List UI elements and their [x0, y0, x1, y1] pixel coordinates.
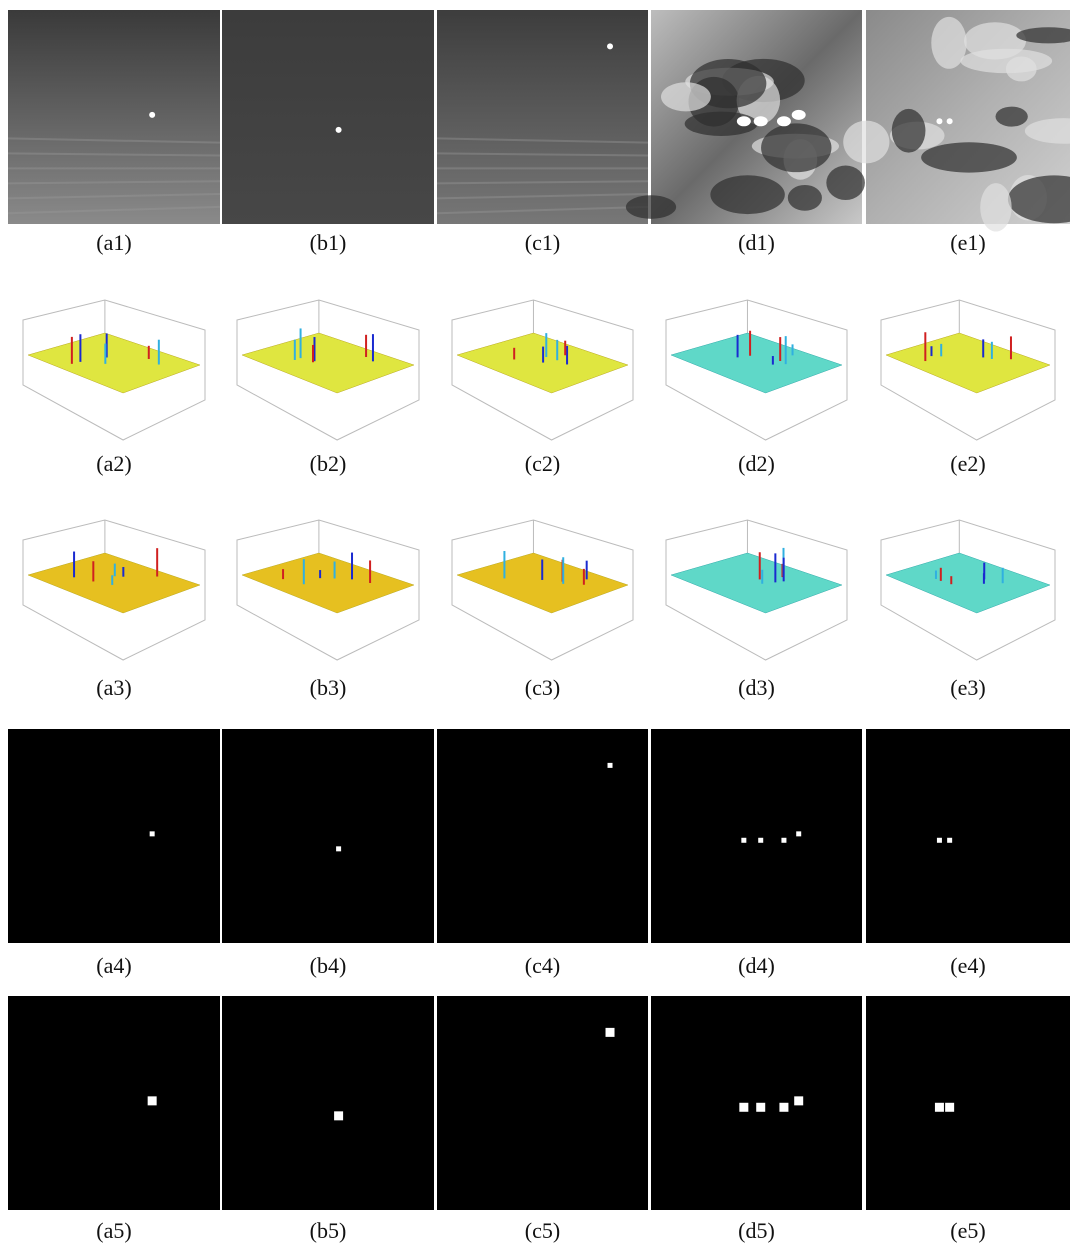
detected-target — [945, 1103, 954, 1112]
panel-caption: (a1) — [96, 230, 131, 255]
detected-target — [756, 1103, 765, 1112]
target — [947, 118, 953, 124]
cloud — [921, 142, 1017, 172]
cloud — [843, 121, 889, 164]
cloud — [626, 195, 676, 219]
detection-map — [437, 729, 648, 943]
panel-caption: (d3) — [738, 675, 775, 700]
panel-caption: (e4) — [950, 953, 985, 978]
detected-target — [796, 831, 801, 836]
target — [792, 110, 806, 120]
detected-target — [608, 763, 613, 768]
detection-map — [8, 729, 220, 943]
target — [149, 112, 155, 118]
panel-caption: (e3) — [950, 675, 985, 700]
detected-target — [606, 1028, 615, 1037]
surface — [457, 333, 628, 393]
infrared-image — [222, 10, 434, 224]
surface — [671, 553, 842, 613]
panel-caption: (a5) — [96, 1218, 131, 1243]
detected-target — [947, 838, 952, 843]
panel-caption: (c4) — [525, 953, 560, 978]
cloud — [892, 109, 926, 153]
panel-caption: (c5) — [525, 1218, 560, 1243]
detected-target — [148, 1096, 157, 1105]
target — [936, 118, 942, 124]
infrared-image — [8, 10, 220, 224]
panel-caption: (b3) — [310, 675, 347, 700]
detected-target — [739, 1103, 748, 1112]
panel-caption: (a2) — [96, 451, 131, 476]
panel-caption: (d2) — [738, 451, 775, 476]
cloud — [761, 123, 831, 172]
surface — [886, 333, 1050, 393]
panel-caption: (b4) — [310, 953, 347, 978]
panel-caption: (e1) — [950, 230, 985, 255]
surface — [242, 333, 414, 393]
surface — [28, 553, 200, 613]
cloud — [710, 175, 784, 214]
panel-caption: (a3) — [96, 675, 131, 700]
panel-caption: (d5) — [738, 1218, 775, 1243]
detection-map — [222, 729, 434, 943]
surface — [886, 553, 1050, 613]
figure: (a1) (b1) (c1) (d1) (e1) (a2) (b2) (c2) (d2) (e2)… — [0, 0, 1070, 1249]
infrared-image — [437, 10, 648, 224]
detection-map — [437, 996, 648, 1210]
panel-caption: (c1) — [525, 230, 560, 255]
surface — [28, 333, 200, 393]
panel-caption: (b5) — [310, 1218, 347, 1243]
cloud — [826, 166, 865, 200]
surface — [671, 333, 842, 393]
panel-caption: (b2) — [310, 451, 347, 476]
panel-caption: (e5) — [950, 1218, 985, 1243]
cloud — [661, 82, 711, 111]
target — [777, 116, 791, 126]
cloud — [788, 185, 822, 211]
detected-target — [935, 1103, 944, 1112]
target — [754, 116, 768, 126]
detection-map — [866, 996, 1070, 1210]
panel-caption: (c3) — [525, 675, 560, 700]
surface — [242, 553, 414, 613]
detected-target — [150, 831, 155, 836]
cloud — [960, 49, 1052, 73]
detection-map — [866, 729, 1070, 943]
detected-target — [334, 1111, 343, 1120]
panel-caption: (b1) — [310, 230, 347, 255]
target — [336, 127, 342, 133]
detection-map — [222, 996, 434, 1210]
panel-caption: (a4) — [96, 953, 131, 978]
detected-target — [336, 846, 341, 851]
panel-caption: (d4) — [738, 953, 775, 978]
target — [607, 43, 613, 49]
cloud — [996, 107, 1028, 127]
detected-target — [781, 838, 786, 843]
panel-caption: (d1) — [738, 230, 775, 255]
detected-target — [794, 1096, 803, 1105]
panel-caption: (e2) — [950, 451, 985, 476]
detected-target — [758, 838, 763, 843]
detection-map — [8, 996, 220, 1210]
cloud — [980, 183, 1011, 231]
target — [737, 116, 751, 126]
detected-target — [779, 1103, 788, 1112]
detected-target — [937, 838, 942, 843]
detected-target — [741, 838, 746, 843]
panel-caption: (c2) — [525, 451, 560, 476]
detection-map — [651, 729, 862, 943]
